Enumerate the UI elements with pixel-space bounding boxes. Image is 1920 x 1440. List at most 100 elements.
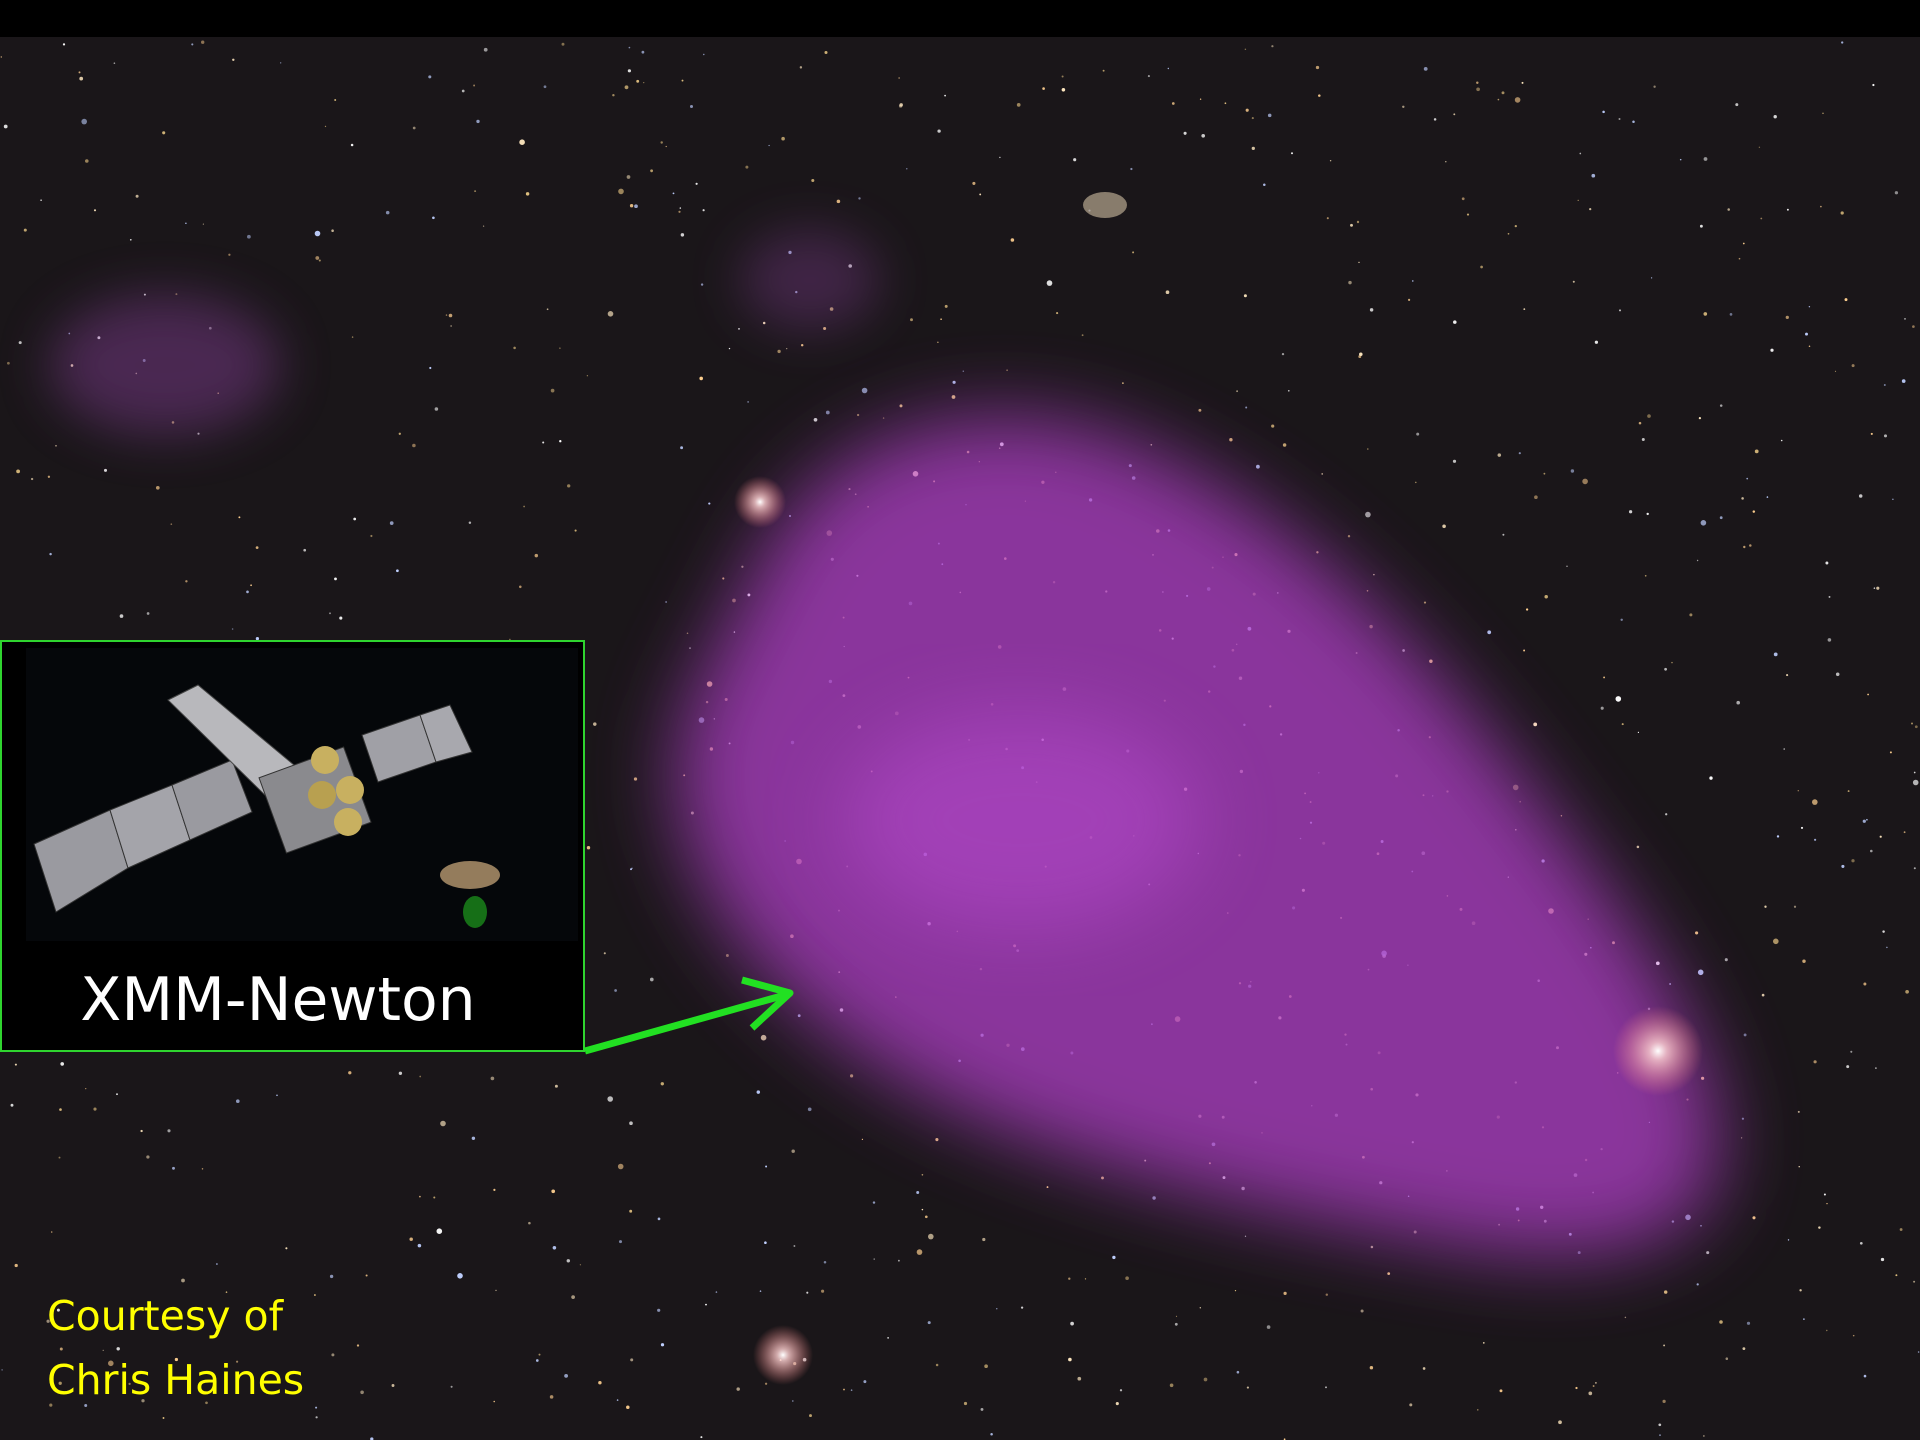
star bbox=[544, 85, 547, 88]
star bbox=[963, 371, 964, 372]
star bbox=[1725, 958, 1728, 961]
star bbox=[1746, 478, 1748, 480]
star bbox=[1579, 153, 1581, 155]
star bbox=[48, 476, 50, 478]
star bbox=[1905, 990, 1909, 994]
star bbox=[1442, 525, 1446, 529]
star bbox=[1659, 1434, 1661, 1436]
star bbox=[1874, 587, 1876, 589]
star bbox=[1062, 88, 1066, 92]
star bbox=[1841, 211, 1844, 214]
star bbox=[1498, 99, 1500, 101]
star bbox=[1647, 414, 1651, 418]
star bbox=[1534, 495, 1538, 499]
star bbox=[451, 1386, 453, 1388]
star bbox=[617, 1399, 619, 1401]
star bbox=[614, 989, 617, 992]
star bbox=[1116, 1402, 1119, 1405]
star bbox=[658, 1218, 661, 1221]
star bbox=[1316, 551, 1318, 553]
star bbox=[689, 647, 690, 648]
star bbox=[1663, 1344, 1665, 1346]
star bbox=[1864, 1375, 1867, 1378]
star bbox=[747, 401, 749, 403]
star bbox=[1727, 208, 1730, 211]
star bbox=[843, 1389, 845, 1391]
xray-core bbox=[840, 710, 1200, 930]
star bbox=[555, 1085, 558, 1088]
star bbox=[473, 85, 475, 87]
bright-star bbox=[734, 476, 786, 528]
star bbox=[1042, 87, 1045, 90]
star bbox=[1326, 1293, 1328, 1295]
star bbox=[256, 546, 259, 549]
star bbox=[1184, 132, 1187, 135]
star bbox=[495, 1290, 496, 1291]
star bbox=[940, 318, 942, 320]
star bbox=[851, 1389, 853, 1391]
star bbox=[1588, 1392, 1592, 1396]
star bbox=[628, 69, 631, 72]
star bbox=[1476, 87, 1480, 91]
star bbox=[1483, 1342, 1485, 1344]
star bbox=[1700, 1225, 1702, 1227]
star bbox=[1327, 217, 1329, 219]
star bbox=[1500, 1389, 1503, 1392]
star bbox=[630, 204, 633, 207]
star bbox=[1787, 209, 1789, 211]
star bbox=[1, 1369, 2, 1370]
star bbox=[1125, 1276, 1129, 1280]
star bbox=[197, 433, 199, 435]
star bbox=[863, 1380, 866, 1383]
star bbox=[559, 440, 561, 442]
star bbox=[1283, 443, 1287, 447]
star bbox=[862, 1139, 863, 1140]
star bbox=[1651, 277, 1652, 278]
star bbox=[24, 229, 27, 232]
star bbox=[1434, 118, 1437, 121]
star bbox=[1809, 306, 1810, 307]
star bbox=[1370, 1366, 1373, 1369]
star bbox=[551, 389, 555, 393]
star bbox=[256, 637, 259, 640]
star bbox=[1236, 390, 1238, 392]
star bbox=[175, 293, 177, 295]
star bbox=[1502, 534, 1504, 536]
star bbox=[1846, 1065, 1849, 1068]
star bbox=[898, 1260, 900, 1262]
star bbox=[353, 518, 356, 521]
star bbox=[1068, 1358, 1072, 1362]
star bbox=[1429, 659, 1432, 662]
star bbox=[1882, 930, 1884, 932]
star bbox=[1863, 983, 1866, 986]
star bbox=[1603, 676, 1605, 678]
star bbox=[446, 314, 447, 315]
star bbox=[1814, 1060, 1817, 1063]
star bbox=[1798, 790, 1799, 791]
star bbox=[330, 1275, 333, 1278]
star bbox=[94, 209, 96, 211]
bright-star bbox=[1613, 1006, 1703, 1096]
star bbox=[1895, 1274, 1897, 1276]
star bbox=[1409, 1403, 1412, 1406]
star bbox=[81, 119, 87, 125]
star bbox=[1487, 630, 1491, 634]
star bbox=[682, 80, 684, 82]
star bbox=[925, 1215, 928, 1218]
star bbox=[1880, 836, 1882, 838]
star bbox=[440, 1121, 446, 1127]
star bbox=[352, 336, 353, 337]
star bbox=[216, 1263, 218, 1265]
star bbox=[1695, 931, 1698, 934]
star bbox=[1914, 772, 1916, 774]
star bbox=[1853, 1335, 1855, 1337]
star bbox=[140, 1130, 142, 1132]
star bbox=[1589, 208, 1591, 210]
star bbox=[898, 77, 899, 78]
star bbox=[972, 182, 975, 185]
star bbox=[40, 199, 42, 201]
star bbox=[1571, 469, 1574, 472]
star bbox=[1680, 159, 1682, 161]
star bbox=[1774, 115, 1777, 118]
star bbox=[811, 179, 814, 182]
